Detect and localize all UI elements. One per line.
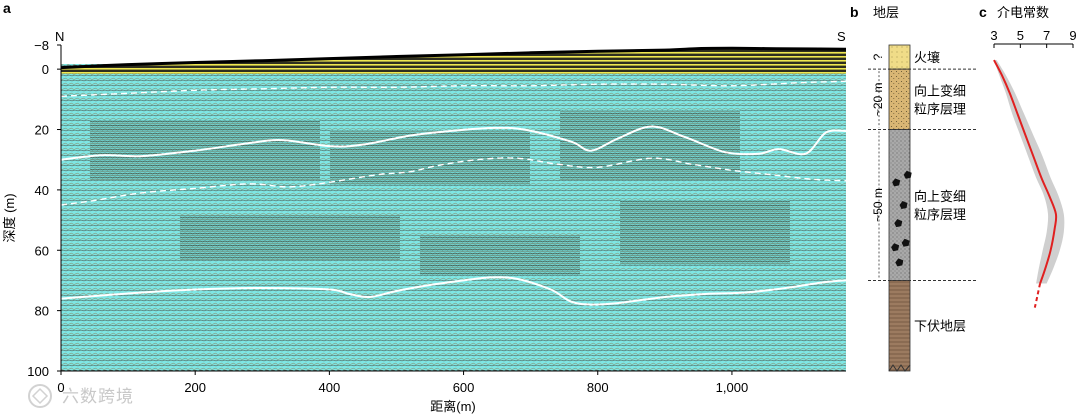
strat-unit bbox=[888, 68, 911, 130]
reflective-zone bbox=[560, 110, 740, 180]
x-tick-label: 800 bbox=[587, 380, 609, 395]
unit-label: 粒序层理 bbox=[914, 207, 966, 222]
reflector-lines bbox=[60, 80, 847, 306]
permittivity-curve bbox=[993, 59, 1058, 284]
panel-c-letter: c bbox=[979, 4, 987, 20]
x-tick-label: 200 bbox=[184, 380, 206, 395]
strat-unit bbox=[888, 280, 911, 372]
x-tick-label: 600 bbox=[453, 380, 475, 395]
reflective-zone bbox=[420, 235, 580, 275]
x-tick-label: 0 bbox=[57, 380, 64, 395]
radargram-dark-zones bbox=[90, 110, 790, 275]
unit-label: 粒序层理 bbox=[914, 101, 966, 116]
clast bbox=[901, 238, 910, 247]
clast bbox=[895, 258, 904, 267]
north-label: N bbox=[55, 29, 64, 44]
x-ticks: 0 200 400 600 800 1,000 bbox=[57, 371, 748, 395]
south-label: S bbox=[837, 29, 846, 44]
strat-unit bbox=[888, 44, 911, 70]
thickness-label: ~20 m bbox=[871, 82, 885, 116]
clast bbox=[894, 219, 903, 228]
y-ticks: −8 0 20 40 60 80 100 bbox=[27, 38, 61, 379]
permittivity-tick-label: 3 bbox=[990, 28, 997, 43]
permittivity-tick-label: 5 bbox=[1017, 28, 1024, 43]
thickness-markers: ? ~20 m ~50 m bbox=[871, 53, 885, 279]
thickness-label: ~50 m bbox=[871, 188, 885, 222]
y-tick-label: 0 bbox=[42, 62, 49, 77]
clast bbox=[892, 178, 901, 187]
permittivity-title: 介电常数 bbox=[997, 5, 1049, 20]
reflector-dashed bbox=[60, 80, 847, 97]
topsoil-band bbox=[61, 48, 846, 74]
x-tick-label: 400 bbox=[319, 380, 341, 395]
reflective-zone bbox=[330, 130, 530, 185]
panel-a-letter: a bbox=[3, 0, 11, 16]
y-tick-label: 40 bbox=[35, 183, 49, 198]
reflective-zone bbox=[180, 215, 400, 260]
uncertainty-band bbox=[994, 60, 1065, 284]
column-base bbox=[888, 364, 911, 372]
ground-surface-line bbox=[60, 46, 847, 70]
x-tick-label: 1,000 bbox=[716, 380, 749, 395]
unit-label: 火壤 bbox=[914, 50, 940, 65]
y-tick-label: 20 bbox=[35, 123, 49, 138]
watermark: 六数跨境 bbox=[62, 387, 134, 406]
y-axis-title: 深度 (m) bbox=[2, 193, 17, 242]
permittivity-tick-label: 7 bbox=[1043, 28, 1050, 43]
watermark-icon bbox=[28, 384, 52, 408]
permittivity-panel: c 介电常数 3 5 7 9 bbox=[979, 4, 1077, 308]
clast bbox=[903, 170, 912, 179]
permittivity-tick-label: 9 bbox=[1069, 28, 1076, 43]
clast bbox=[899, 200, 908, 209]
y-tick-label: 100 bbox=[27, 364, 49, 379]
clast bbox=[891, 243, 900, 252]
reflector-solid bbox=[60, 125, 847, 161]
y-tick-label: 80 bbox=[35, 304, 49, 319]
stratigraphy-title: 地层 bbox=[873, 5, 899, 20]
unit-label: 下伏地层 bbox=[914, 319, 966, 334]
unit-boundaries bbox=[868, 68, 977, 281]
permittivity-ticks: 3 5 7 9 bbox=[990, 28, 1077, 48]
strat-column bbox=[888, 44, 912, 372]
permittivity-curve-extrapolated bbox=[1033, 283, 1042, 308]
thickness-label: ? bbox=[871, 53, 885, 60]
unit-label: 向上变细 bbox=[914, 189, 966, 204]
y-tick-label: −8 bbox=[34, 38, 49, 53]
unit-label: 向上变细 bbox=[914, 83, 966, 98]
reflector-dashed bbox=[60, 157, 847, 206]
x-axis-title: 距离(m) bbox=[430, 399, 476, 414]
y-tick-label: 60 bbox=[35, 243, 49, 258]
reflective-zone bbox=[620, 200, 790, 265]
panel-b-letter: b bbox=[850, 4, 859, 20]
reflector-solid bbox=[60, 276, 847, 306]
